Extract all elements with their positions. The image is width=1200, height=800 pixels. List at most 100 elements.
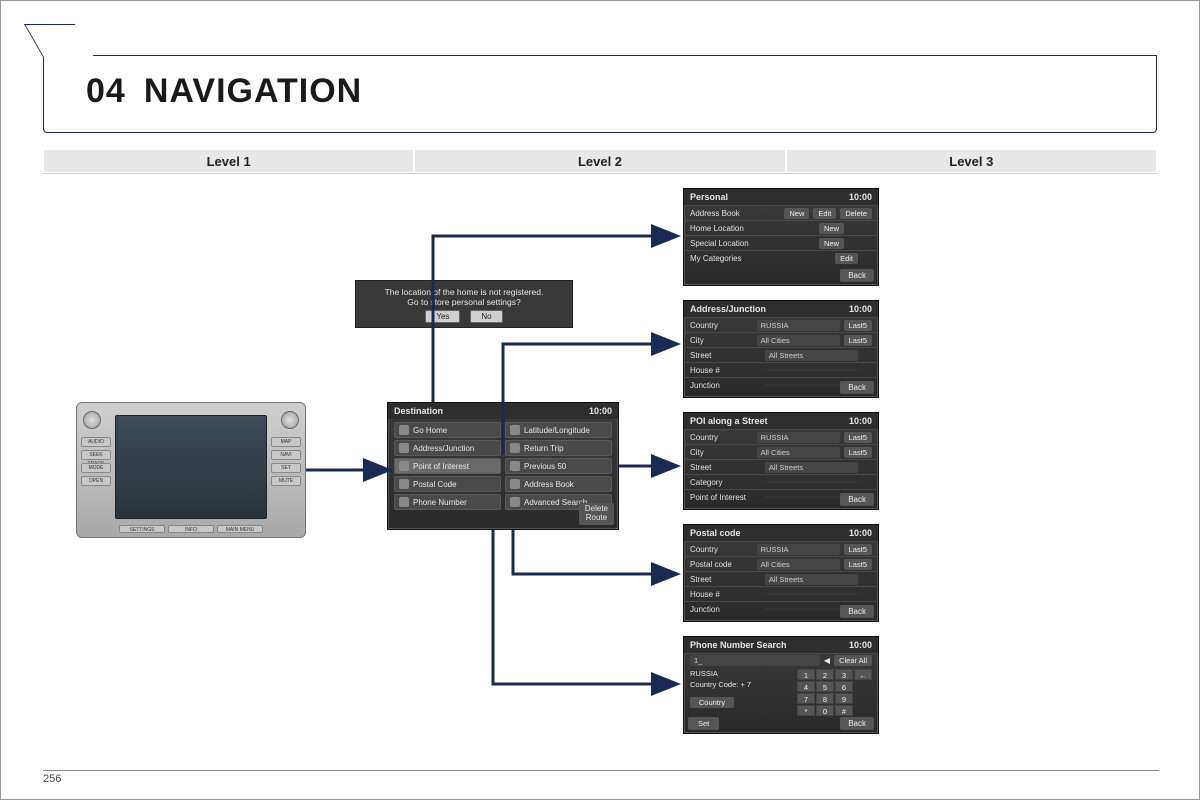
key-6[interactable]: 6 — [835, 681, 853, 692]
last5-button[interactable]: Last5 — [844, 320, 872, 331]
key-2[interactable]: 2 — [816, 669, 834, 680]
level-3-header: Level 3 — [786, 149, 1157, 173]
key-4[interactable]: 4 — [797, 681, 815, 692]
title-tab: 04NAVIGATION — [43, 55, 1157, 133]
dest-item-latitude-longitude[interactable]: Latitude/Longitude — [505, 422, 612, 438]
level-2-header: Level 2 — [414, 149, 785, 173]
menu-icon — [399, 479, 409, 489]
postal-back-button[interactable]: Back — [840, 605, 874, 618]
dest-item-address-junction[interactable]: Address/Junction — [394, 440, 501, 456]
row-label: Country — [690, 321, 753, 330]
address-back-button[interactable]: Back — [840, 381, 874, 394]
row-value[interactable] — [765, 481, 858, 483]
address-time: 10:00 — [849, 304, 872, 314]
row-value[interactable]: RUSSIA — [757, 544, 840, 555]
device-buttons-right: MAPNAVISETMUTE — [271, 437, 301, 486]
row-value[interactable]: RUSSIA — [757, 320, 840, 331]
dest-item-point-of-interest[interactable]: Point of Interest — [394, 458, 501, 474]
new-button[interactable]: New — [819, 238, 844, 249]
country-button[interactable]: Country — [690, 697, 734, 708]
set-button[interactable]: Set — [688, 717, 719, 730]
dialog-line-1: The location of the home is not register… — [364, 287, 564, 297]
dest-item-label: Postal Code — [413, 480, 457, 489]
key-←[interactable]: ← — [854, 669, 872, 680]
row-label: Street — [690, 351, 761, 360]
personal-row: Address BookNewEditDelete — [684, 205, 878, 220]
level-1-header: Level 1 — [43, 149, 414, 173]
dest-item-go-home[interactable]: Go Home — [394, 422, 501, 438]
dest-item-label: Address Book — [524, 480, 574, 489]
device-button-mute: MUTE — [271, 476, 301, 486]
device-button-seek-track: SEEK TRACK — [81, 450, 111, 460]
dialog-no-button[interactable]: No — [470, 310, 502, 323]
phone-country-code: Country Code: + 7 — [690, 680, 791, 689]
menu-icon — [399, 443, 409, 453]
key-5[interactable]: 5 — [816, 681, 834, 692]
row-value[interactable]: All Cities — [757, 447, 840, 458]
row-value[interactable] — [765, 369, 858, 371]
clear-all-button[interactable]: Clear All — [834, 655, 872, 666]
row-value[interactable]: All Cities — [757, 335, 840, 346]
key-0[interactable]: 0 — [816, 705, 834, 716]
key-9[interactable]: 9 — [835, 693, 853, 704]
key-#[interactable]: # — [835, 705, 853, 716]
row-value[interactable]: All Streets — [765, 350, 858, 361]
last5-button[interactable]: Last5 — [844, 335, 872, 346]
delete-route-button[interactable]: Delete Route — [579, 503, 614, 525]
dest-item-previous-50[interactable]: Previous 50 — [505, 458, 612, 474]
last5-button[interactable]: Last5 — [844, 432, 872, 443]
poi-back-button[interactable]: Back — [840, 493, 874, 506]
device-button-settings: SETTINGS — [119, 525, 165, 533]
dest-item-address-book[interactable]: Address Book — [505, 476, 612, 492]
key-3[interactable]: 3 — [835, 669, 853, 680]
last5-button[interactable]: Last5 — [844, 447, 872, 458]
key-8[interactable]: 8 — [816, 693, 834, 704]
device-button-open: OPEN — [81, 476, 111, 486]
last5-button[interactable]: Last5 — [844, 544, 872, 555]
last5-button[interactable]: Last5 — [844, 559, 872, 570]
personal-back-button[interactable]: Back — [840, 269, 874, 282]
poi-screen: POI along a Street10:00 CountryRUSSIALas… — [683, 412, 879, 510]
dest-item-return-trip[interactable]: Return Trip — [505, 440, 612, 456]
row-label: City — [690, 336, 753, 345]
destination-right-col: Latitude/Longitude Return Trip Previous 50… — [505, 422, 612, 510]
row-label: City — [690, 448, 753, 457]
dest-item-postal-code[interactable]: Postal Code — [394, 476, 501, 492]
row-value[interactable] — [765, 593, 858, 595]
menu-icon — [399, 425, 409, 435]
new-button[interactable]: New — [819, 223, 844, 234]
row-label: Junction — [690, 381, 761, 390]
dialog-buttons: Yes No — [356, 310, 572, 323]
row-value[interactable]: RUSSIA — [757, 432, 840, 443]
poi-title: POI along a Street — [690, 416, 768, 426]
row-label: Junction — [690, 605, 761, 614]
row-label: Category — [690, 478, 761, 487]
key-1[interactable]: 1 — [797, 669, 815, 680]
row-value[interactable]: All Streets — [765, 574, 858, 585]
key-7[interactable]: 7 — [797, 693, 815, 704]
phone-search-screen: Phone Number Search10:00 1_ ◀ Clear All … — [683, 636, 879, 734]
postal-code-screen: Postal code10:00 CountryRUSSIALast5Posta… — [683, 524, 879, 622]
row-label: Home Location — [690, 224, 815, 233]
nav-left-icon[interactable]: ◀ — [824, 656, 830, 665]
edit-button[interactable]: Edit — [813, 208, 836, 219]
dialog-line-2: Go to store personal settings? — [364, 297, 564, 307]
head-unit-device: AUDIOSEEK TRACKMODEOPEN MAPNAVISETMUTE S… — [76, 402, 306, 538]
dialog-yes-button[interactable]: Yes — [425, 310, 460, 323]
edit-button[interactable]: Edit — [835, 253, 858, 264]
personal-row: My CategoriesEdit — [684, 250, 878, 265]
phone-input[interactable]: 1_ — [690, 655, 820, 666]
row-value[interactable]: All Streets — [765, 462, 858, 473]
new-button[interactable]: New — [784, 208, 809, 219]
dest-item-phone-number[interactable]: Phone Number — [394, 494, 501, 510]
phone-back-button[interactable]: Back — [840, 717, 874, 730]
key-*[interactable]: * — [797, 705, 815, 716]
delete-button[interactable]: Delete — [840, 208, 872, 219]
row-label: Street — [690, 463, 761, 472]
row-value[interactable]: All Cities — [757, 559, 840, 570]
phone-time: 10:00 — [849, 640, 872, 650]
form-row: City All Cities Last5 — [684, 444, 878, 459]
destination-left-col: Go Home Address/Junction Point of Interest… — [394, 422, 501, 510]
form-row: StreetAll Streets — [684, 571, 878, 586]
dest-item-label: Return Trip — [524, 444, 564, 453]
